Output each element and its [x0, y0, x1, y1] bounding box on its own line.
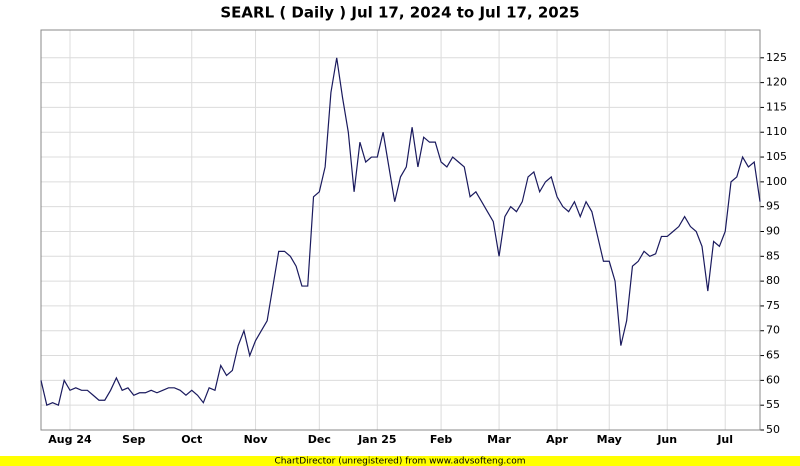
x-tick-label: May — [597, 433, 622, 446]
plot-border — [40, 29, 761, 431]
x-tick-label: Oct — [181, 433, 202, 446]
x-tick-label: Feb — [430, 433, 453, 446]
x-tick-label: Mar — [487, 433, 511, 446]
y-tick-label: 115 — [766, 100, 787, 113]
y-tick-label: 95 — [766, 200, 780, 213]
y-tick-label: 50 — [766, 423, 780, 436]
y-tick-label: 125 — [766, 51, 787, 64]
x-tick-label: Dec — [308, 433, 331, 446]
footer-bar — [0, 456, 800, 466]
y-tick-label: 75 — [766, 299, 780, 312]
y-tick-label: 60 — [766, 373, 780, 386]
y-tick-label: 105 — [766, 150, 787, 163]
y-tick-label: 85 — [766, 249, 780, 262]
y-tick-label: 80 — [766, 274, 780, 287]
x-tick-label: Apr — [546, 433, 568, 446]
chart-title: SEARL ( Daily ) Jul 17, 2024 to Jul 17, … — [220, 4, 579, 22]
x-tick-label: Jan 25 — [357, 433, 396, 446]
x-tick-label: Nov — [244, 433, 269, 446]
y-tick-label: 65 — [766, 349, 780, 362]
y-tick-label: 90 — [766, 224, 780, 237]
y-tick-label: 120 — [766, 76, 787, 89]
y-tick-label: 110 — [766, 125, 787, 138]
x-tick-label: Sep — [122, 433, 145, 446]
footer: ChartDirector (unregistered) from www.ad… — [274, 457, 525, 466]
y-tick-label: 100 — [766, 175, 787, 188]
y-tick-label: 55 — [766, 398, 780, 411]
x-tick-label: Aug 24 — [48, 433, 92, 446]
x-tick-label: Jul — [716, 433, 733, 446]
plot-area — [41, 30, 760, 430]
y-tick-label: 70 — [766, 324, 780, 337]
price-line — [40, 57, 761, 407]
x-tick-label: Jun — [656, 433, 677, 446]
